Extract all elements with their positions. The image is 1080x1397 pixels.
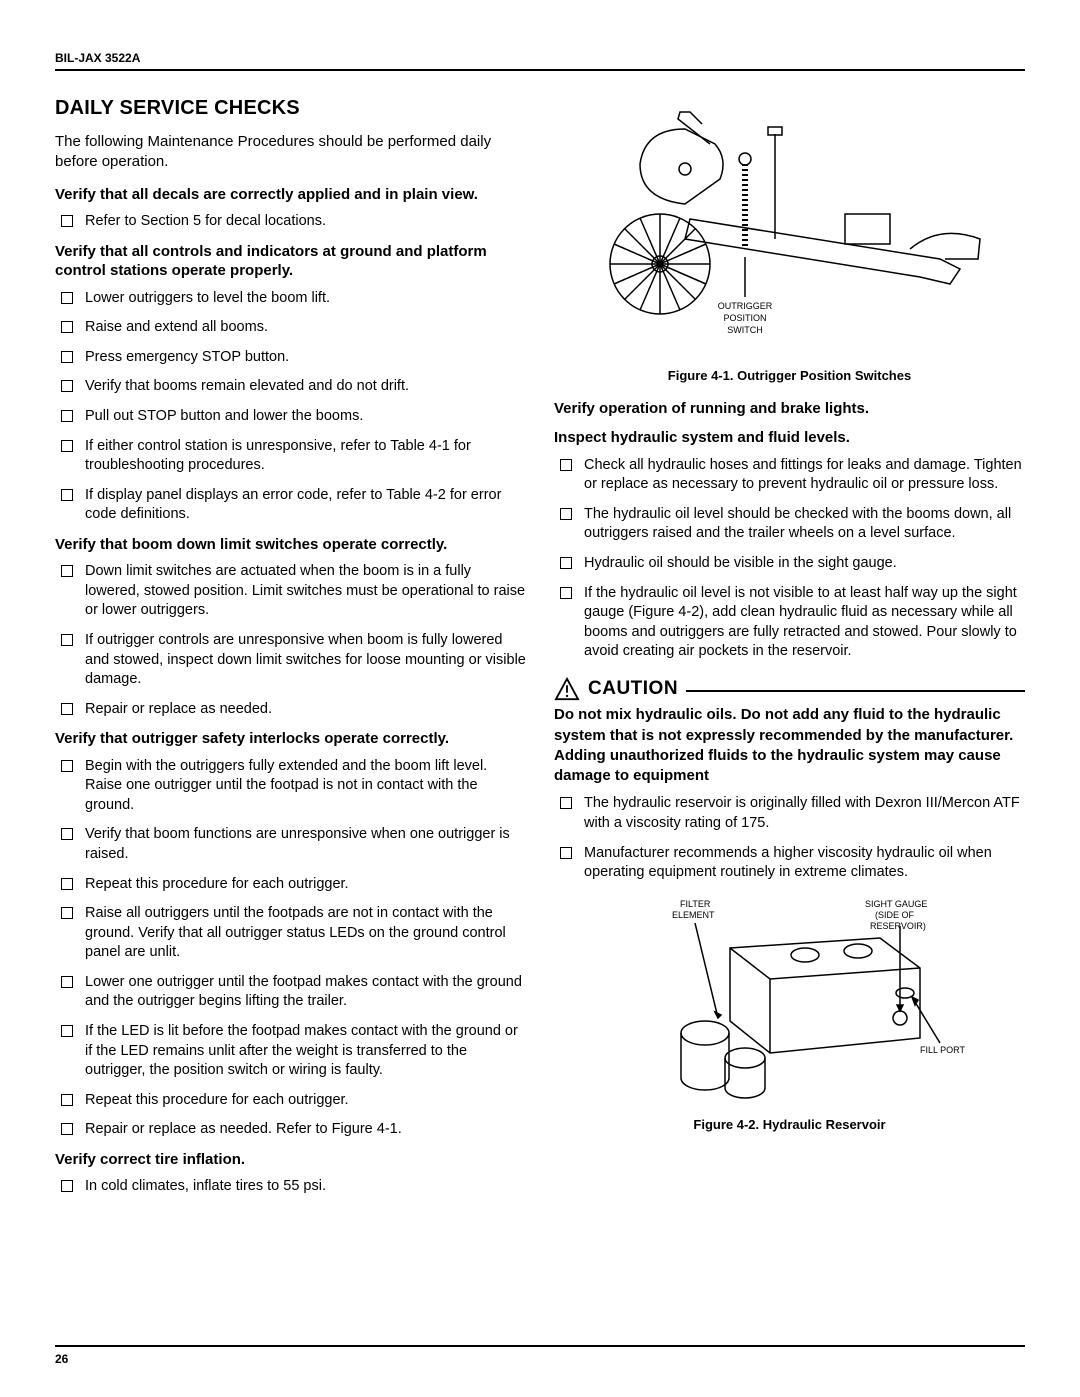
checklist-decals: Refer to Section 5 for decal locations. [55,212,526,232]
list-item: If either control station is unresponsiv… [59,437,526,476]
list-item: Raise all outriggers until the footpads … [59,904,526,963]
caution-text: Do not mix hydraulic oils. Do not add an… [554,705,1025,786]
list-item: Refer to Section 5 for decal locations. [59,212,526,232]
list-item: Manufacturer recommends a higher viscosi… [558,844,1025,883]
figure-4-2: FILTER ELEMENT SIGHT GAUGE (SIDE OF RESE… [554,893,1025,1134]
right-column: OUTRIGGER POSITION SWITCH Figure 4-1. Ou… [554,95,1025,1207]
list-item: Lower outriggers to level the boom lift. [59,289,526,309]
list-item: Check all hydraulic hoses and fittings f… [558,456,1025,495]
list-item: Pull out STOP button and lower the booms… [59,407,526,427]
fig1-label-2: POSITION [723,313,766,323]
subheading-hydraulic: Inspect hydraulic system and fluid level… [554,428,1025,448]
checklist-tires: In cold climates, inflate tires to 55 ps… [55,1177,526,1197]
fig2-filter-2: ELEMENT [672,910,715,920]
subheading-limit-switches: Verify that boom down limit switches ope… [55,535,526,555]
checklist-controls: Lower outriggers to level the boom lift.… [55,289,526,525]
caution-rule [686,690,1025,692]
fig2-sight-2: (SIDE OF [875,910,915,920]
page-number: 26 [55,1352,68,1366]
page-footer: 26 [55,1345,1025,1367]
intro-text: The following Maintenance Procedures sho… [55,132,526,173]
list-item: Repeat this procedure for each outrigger… [59,875,526,895]
section-title: DAILY SERVICE CHECKS [55,95,526,122]
fig2-sight-1: SIGHT GAUGE [865,899,927,909]
list-item: Verify that boom functions are unrespons… [59,825,526,864]
caution-word: CAUTION [588,676,678,702]
subheading-tires: Verify correct tire inflation. [55,1150,526,1170]
list-item: Raise and extend all booms. [59,318,526,338]
fig2-fill: FILL PORT [920,1045,966,1055]
list-item: Begin with the outriggers fully extended… [59,757,526,816]
list-item: The hydraulic oil level should be checke… [558,505,1025,544]
list-item: Repair or replace as needed. Refer to Fi… [59,1120,526,1140]
fig1-label-3: SWITCH [727,325,763,335]
figure-4-2-caption: Figure 4-2. Hydraulic Reservoir [554,1116,1025,1134]
list-item: Hydraulic oil should be visible in the s… [558,554,1025,574]
list-item: Press emergency STOP button. [59,348,526,368]
list-item: Repeat this procedure for each outrigger… [59,1091,526,1111]
subheading-interlocks: Verify that outrigger safety interlocks … [55,729,526,749]
list-item: If the LED is lit before the footpad mak… [59,1022,526,1081]
list-item: If display panel displays an error code,… [59,486,526,525]
subheading-lights: Verify operation of running and brake li… [554,399,1025,419]
checklist-hydraulic: Check all hydraulic hoses and fittings f… [554,456,1025,662]
list-item: The hydraulic reservoir is originally fi… [558,794,1025,833]
list-item: Lower one outrigger until the footpad ma… [59,973,526,1012]
list-item: If outrigger controls are unresponsive w… [59,631,526,690]
figure-4-1: OUTRIGGER POSITION SWITCH Figure 4-1. Ou… [554,109,1025,385]
fig2-filter-1: FILTER [680,899,711,909]
list-item: If the hydraulic oil level is not visibl… [558,584,1025,662]
list-item: Down limit switches are actuated when th… [59,562,526,621]
subheading-decals: Verify that all decals are correctly app… [55,185,526,205]
warning-triangle-icon [554,677,580,701]
checklist-interlocks: Begin with the outriggers fully extended… [55,757,526,1140]
list-item: In cold climates, inflate tires to 55 ps… [59,1177,526,1197]
list-item: Verify that booms remain elevated and do… [59,377,526,397]
content-columns: DAILY SERVICE CHECKS The following Maint… [55,95,1025,1207]
page-header: BIL-JAX 3522A [55,50,1025,71]
checklist-reservoir: The hydraulic reservoir is originally fi… [554,794,1025,882]
reservoir-diagram-icon: FILTER ELEMENT SIGHT GAUGE (SIDE OF RESE… [600,893,980,1108]
figure-4-1-caption: Figure 4-1. Outrigger Position Switches [554,367,1025,385]
fig2-sight-3: RESERVOIR) [870,921,926,931]
subheading-controls: Verify that all controls and indicators … [55,242,526,281]
list-item: Repair or replace as needed. [59,700,526,720]
checklist-limit: Down limit switches are actuated when th… [55,562,526,719]
left-column: DAILY SERVICE CHECKS The following Maint… [55,95,526,1207]
fig1-label-1: OUTRIGGER [717,301,772,311]
outrigger-diagram-icon: OUTRIGGER POSITION SWITCH [590,109,990,359]
product-name: BIL-JAX 3522A [55,51,140,65]
caution-block: CAUTION Do not mix hydraulic oils. Do no… [554,676,1025,787]
